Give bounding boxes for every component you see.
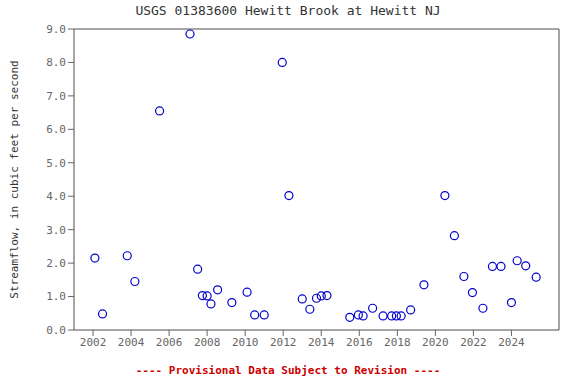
svg-text:2002: 2002: [80, 336, 107, 349]
svg-text:2006: 2006: [156, 336, 183, 349]
svg-text:6.0: 6.0: [46, 123, 66, 136]
svg-text:1.0: 1.0: [46, 290, 66, 303]
svg-text:2024: 2024: [498, 336, 525, 349]
svg-text:2016: 2016: [346, 336, 373, 349]
svg-text:2004: 2004: [118, 336, 145, 349]
svg-text:4.0: 4.0: [46, 190, 66, 203]
svg-text:Streamflow, in cubic feet per: Streamflow, in cubic feet per second: [8, 60, 21, 298]
svg-text:3.0: 3.0: [46, 224, 66, 237]
svg-text:2014: 2014: [308, 336, 335, 349]
svg-text:7.0: 7.0: [46, 90, 66, 103]
svg-text:9.0: 9.0: [46, 23, 66, 36]
svg-text:8.0: 8.0: [46, 56, 66, 69]
html-text:USGS 01383600 Hewitt Brook at: USGS 01383600 Hewitt Brook at Hewitt NJ: [135, 3, 441, 18]
svg-text:2010: 2010: [232, 336, 259, 349]
html-text:---- Provisional Data Subject: ---- Provisional Data Subject to Revisio…: [135, 364, 441, 377]
svg-text:2018: 2018: [384, 336, 411, 349]
svg-text:2012: 2012: [270, 336, 297, 349]
svg-text:0.0: 0.0: [46, 324, 66, 337]
svg-text:2008: 2008: [194, 336, 221, 349]
svg-text:2020: 2020: [422, 336, 449, 349]
svg-text:2022: 2022: [460, 336, 487, 349]
svg-text:2.0: 2.0: [46, 257, 66, 270]
svg-text:5.0: 5.0: [46, 157, 66, 170]
